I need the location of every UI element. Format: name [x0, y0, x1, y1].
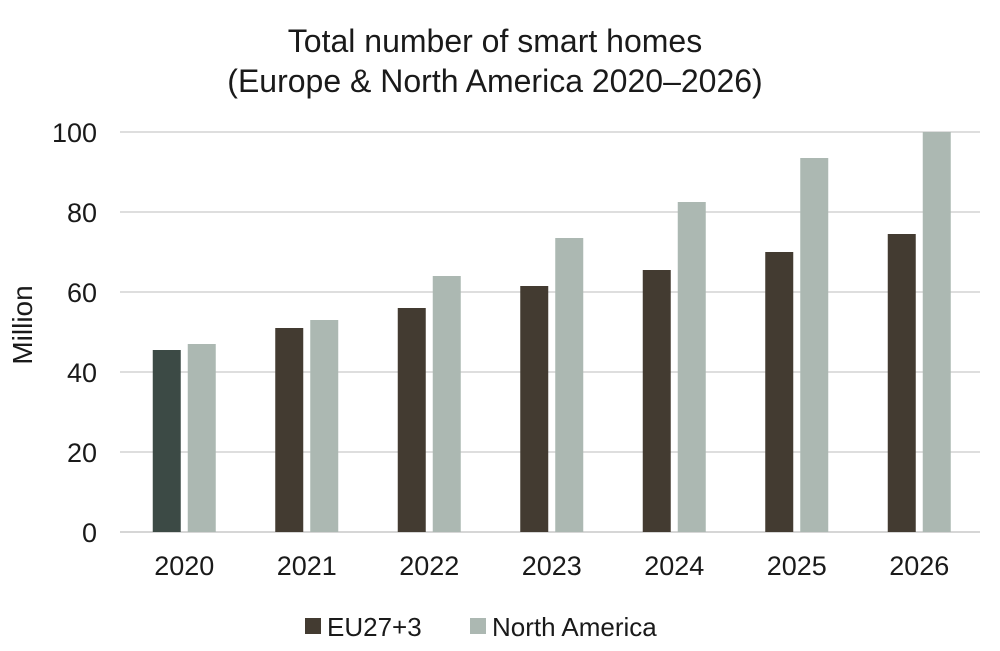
bar-eu27-3-2021 [275, 328, 304, 532]
bar-north-america-2024 [677, 202, 706, 532]
y-tick-label: 100 [52, 118, 97, 148]
legend-swatch-eu27-3 [305, 618, 321, 634]
x-tick-label: 2021 [277, 551, 337, 581]
x-axis-ticks: 2020 2021 2022 2023 2024 2025 2026 [154, 551, 949, 581]
chart-title-line-2: (Europe & North America 2020–2026) [227, 63, 762, 99]
x-tick-label: 2023 [522, 551, 582, 581]
x-tick-label: 2022 [399, 551, 459, 581]
bar-north-america-2022 [432, 276, 461, 532]
chart-title-line-1: Total number of smart homes [288, 23, 702, 59]
bar-eu27-3-2026 [887, 234, 916, 532]
y-axis-ticks: 0 20 40 60 80 100 [52, 118, 97, 548]
legend: EU27+3 North America [305, 612, 657, 642]
x-tick-label: 2025 [767, 551, 827, 581]
bar-north-america-2021 [310, 320, 339, 532]
bar-north-america-2026 [922, 132, 951, 532]
bar-eu27-3-2025 [765, 252, 794, 532]
legend-label-north-america: North America [492, 612, 657, 642]
y-tick-label: 60 [67, 278, 97, 308]
bar-eu27-3-2023 [520, 286, 549, 532]
legend-label-eu27-3: EU27+3 [327, 612, 422, 642]
legend-swatch-north-america [470, 618, 486, 634]
bars [152, 132, 951, 532]
bar-eu27-3-2020 [152, 350, 181, 532]
bar-eu27-3-2022 [397, 308, 426, 532]
bar-north-america-2023 [555, 238, 584, 532]
bar-eu27-3-2024 [642, 270, 671, 532]
bar-north-america-2025 [800, 158, 829, 532]
y-tick-label: 20 [67, 438, 97, 468]
y-tick-label: 0 [82, 518, 97, 548]
x-tick-label: 2026 [889, 551, 949, 581]
bar-north-america-2020 [187, 344, 216, 532]
gridlines [120, 131, 980, 533]
y-axis-title: Million [7, 285, 38, 364]
x-tick-label: 2024 [644, 551, 704, 581]
x-tick-label: 2020 [154, 551, 214, 581]
y-tick-label: 80 [67, 198, 97, 228]
y-tick-label: 40 [67, 358, 97, 388]
